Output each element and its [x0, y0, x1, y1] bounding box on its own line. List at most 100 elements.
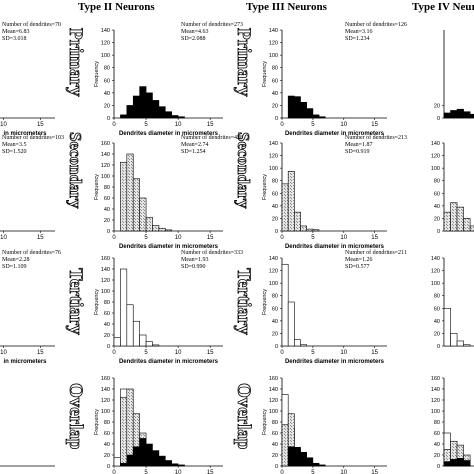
bar-hatched [443, 211, 451, 232]
bar-solid [300, 451, 308, 467]
bar-solid [287, 446, 295, 467]
stats-line: SD=0.577 [345, 264, 370, 270]
stats-line: Number of dendrites=273 [181, 21, 243, 28]
x-tick-label: 0 [280, 235, 284, 241]
row-label-primary-right: Primary [233, 28, 254, 97]
y-tick-label: 120 [101, 398, 110, 404]
stats-line: Mean=1.93 [181, 257, 209, 263]
row-label-primary: Primary [65, 28, 86, 97]
x-tick-label: 10 [175, 470, 182, 474]
bar-open [139, 334, 147, 347]
bar-solid [152, 450, 160, 467]
bar-hatched [126, 388, 134, 467]
y-tick-label: 100 [431, 166, 440, 172]
x-tick-label: 15 [371, 235, 378, 241]
y-tick-label: 0 [437, 464, 440, 470]
bar-solid [164, 460, 173, 467]
y-tick-label: 140 [269, 256, 278, 262]
bar-open [463, 344, 471, 347]
x-tick-label: 10 [0, 122, 7, 128]
stats-line: Number of dendrites=76 [2, 249, 61, 256]
x-tick-label: 15 [207, 235, 214, 241]
bar-solid [469, 113, 474, 119]
y-tick-label: 80 [272, 294, 278, 300]
y-axis-label: Frequency [94, 409, 100, 435]
y-tick-label: 60 [104, 431, 110, 437]
y-tick-label: 140 [431, 387, 440, 393]
x-tick-label: 0 [280, 122, 284, 128]
y-tick-label: 40 [272, 319, 278, 325]
y-tick-label: 40 [434, 204, 440, 210]
stats-line: Mean=3.5 [2, 142, 27, 148]
bar-open [152, 344, 160, 347]
y-axis-label: Frequency [94, 61, 100, 87]
y-tick-label: 40 [104, 322, 110, 328]
y-tick-label: 140 [431, 256, 440, 262]
bar-solid [158, 106, 166, 119]
x-axis-label: Dendrites diameter in micrometers [119, 244, 219, 250]
bar-solid [456, 457, 464, 467]
bar-solid [450, 459, 458, 467]
row-label-overlap-right: Overlap [233, 383, 254, 450]
bar-solid [306, 108, 314, 119]
y-tick-label: 140 [101, 152, 110, 158]
bar-hatched [126, 153, 134, 232]
panel-type1-secondary: 10 15 Number of dendrites=103Mean=3.5SD=1.… [0, 134, 64, 241]
stats-line: SD=1.109 [2, 264, 27, 270]
y-tick-label: 140 [269, 387, 278, 393]
y-tick-label: 140 [101, 28, 110, 34]
bar-solid [463, 111, 471, 119]
stats-line: SD=0.919 [345, 149, 370, 155]
stats-line: Number of dendrites=103 [2, 134, 64, 141]
y-tick-label: 80 [272, 66, 278, 72]
y-tick-label: 60 [272, 431, 278, 437]
bar-solid [158, 455, 166, 467]
bar-solid [300, 101, 308, 119]
bar-solid [177, 464, 185, 467]
bar-solid [164, 111, 173, 119]
x-tick-label: 10 [175, 122, 182, 128]
bar-hatched [158, 227, 166, 232]
x-tick-label: 10 [340, 470, 347, 474]
y-tick-label: 120 [269, 154, 278, 160]
stats-line: Mean=1.26 [345, 257, 373, 263]
y-tick-label: 0 [107, 464, 110, 470]
x-tick-label: 0 [112, 122, 116, 128]
panel-type4-tertiary: 0 20 40 60 80 100 120 140 [431, 256, 474, 350]
x-tick-label: 5 [311, 122, 315, 128]
bar-open [132, 320, 140, 347]
y-tick-label: 40 [104, 207, 110, 213]
bar-solid [152, 100, 160, 119]
x-tick-label: 10 [340, 122, 347, 128]
panel-type1-tertiary: 10 15 in micrometers Number of dendrites=76… [0, 249, 61, 365]
y-tick-label: 80 [104, 66, 110, 72]
y-tick-label: 80 [104, 300, 110, 306]
x-axis-label: Dendrites diameter in micrometers [119, 131, 219, 137]
panel-type4-overlap: 0 20 40 60 80 100 120 140 160 [431, 376, 474, 470]
bar-open [300, 344, 308, 347]
x-tick-label: 10 [175, 350, 182, 356]
panel-type4-primary: 0 20 [434, 30, 474, 122]
column-title-type2: Type II Neurons [78, 1, 155, 13]
x-axis-label: Dendrites diameter in micrometers [285, 244, 385, 250]
bar-solid [443, 461, 451, 467]
y-tick-label: 100 [101, 174, 110, 180]
y-tick-label: 20 [104, 218, 110, 224]
stats-line: SD=1.234 [345, 36, 370, 42]
x-tick-label: 15 [371, 122, 378, 128]
y-tick-label: 80 [272, 420, 278, 426]
x-tick-label: 0 [280, 470, 284, 474]
bar-open [281, 263, 289, 347]
x-tick-label: 5 [311, 470, 315, 474]
bar-open [145, 341, 153, 347]
y-tick-label: 160 [101, 256, 110, 262]
x-tick-label: 10 [340, 235, 347, 241]
y-tick-label: 20 [272, 453, 278, 459]
bar-solid [456, 108, 464, 119]
bar-solid [145, 92, 153, 119]
bar-solid [312, 114, 320, 119]
y-tick-label: 0 [275, 116, 278, 122]
bar-solid [126, 105, 134, 119]
x-tick-label: 0 [112, 235, 116, 241]
